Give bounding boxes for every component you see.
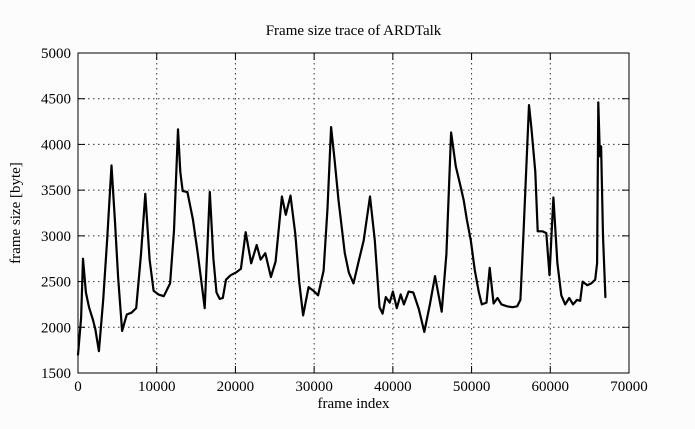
- x-tick-label: 70000: [610, 379, 648, 395]
- x-tick-label: 60000: [532, 379, 570, 395]
- chart-title: Frame size trace of ARDTalk: [265, 23, 442, 39]
- y-tick-label: 3000: [41, 229, 71, 245]
- y-tick-label: 4000: [41, 137, 71, 153]
- y-tick-label: 2000: [41, 320, 71, 336]
- tick-labels: 0 10000 20000 30000 40000 50000 60000 70000 1500…: [41, 46, 648, 395]
- plot-border: [77, 52, 630, 374]
- x-tick-label: 50000: [453, 379, 491, 395]
- x-tick-label: 40000: [374, 379, 412, 395]
- data-line: [76, 101, 607, 356]
- x-tick-label: 20000: [217, 379, 255, 395]
- y-tick-label: 4500: [41, 92, 71, 108]
- x-tick-label: 10000: [138, 379, 176, 395]
- y-tick-label: 1500: [41, 366, 71, 382]
- axis-ticks: [77, 52, 630, 374]
- y-tick-label: 5000: [41, 46, 71, 62]
- gridlines: [78, 53, 629, 373]
- x-axis-label: frame index: [317, 396, 390, 412]
- y-tick-label: 2500: [41, 275, 71, 291]
- x-tick-label: 0: [74, 379, 82, 395]
- x-tick-label: 30000: [295, 379, 333, 395]
- y-tick-label: 3500: [41, 183, 71, 199]
